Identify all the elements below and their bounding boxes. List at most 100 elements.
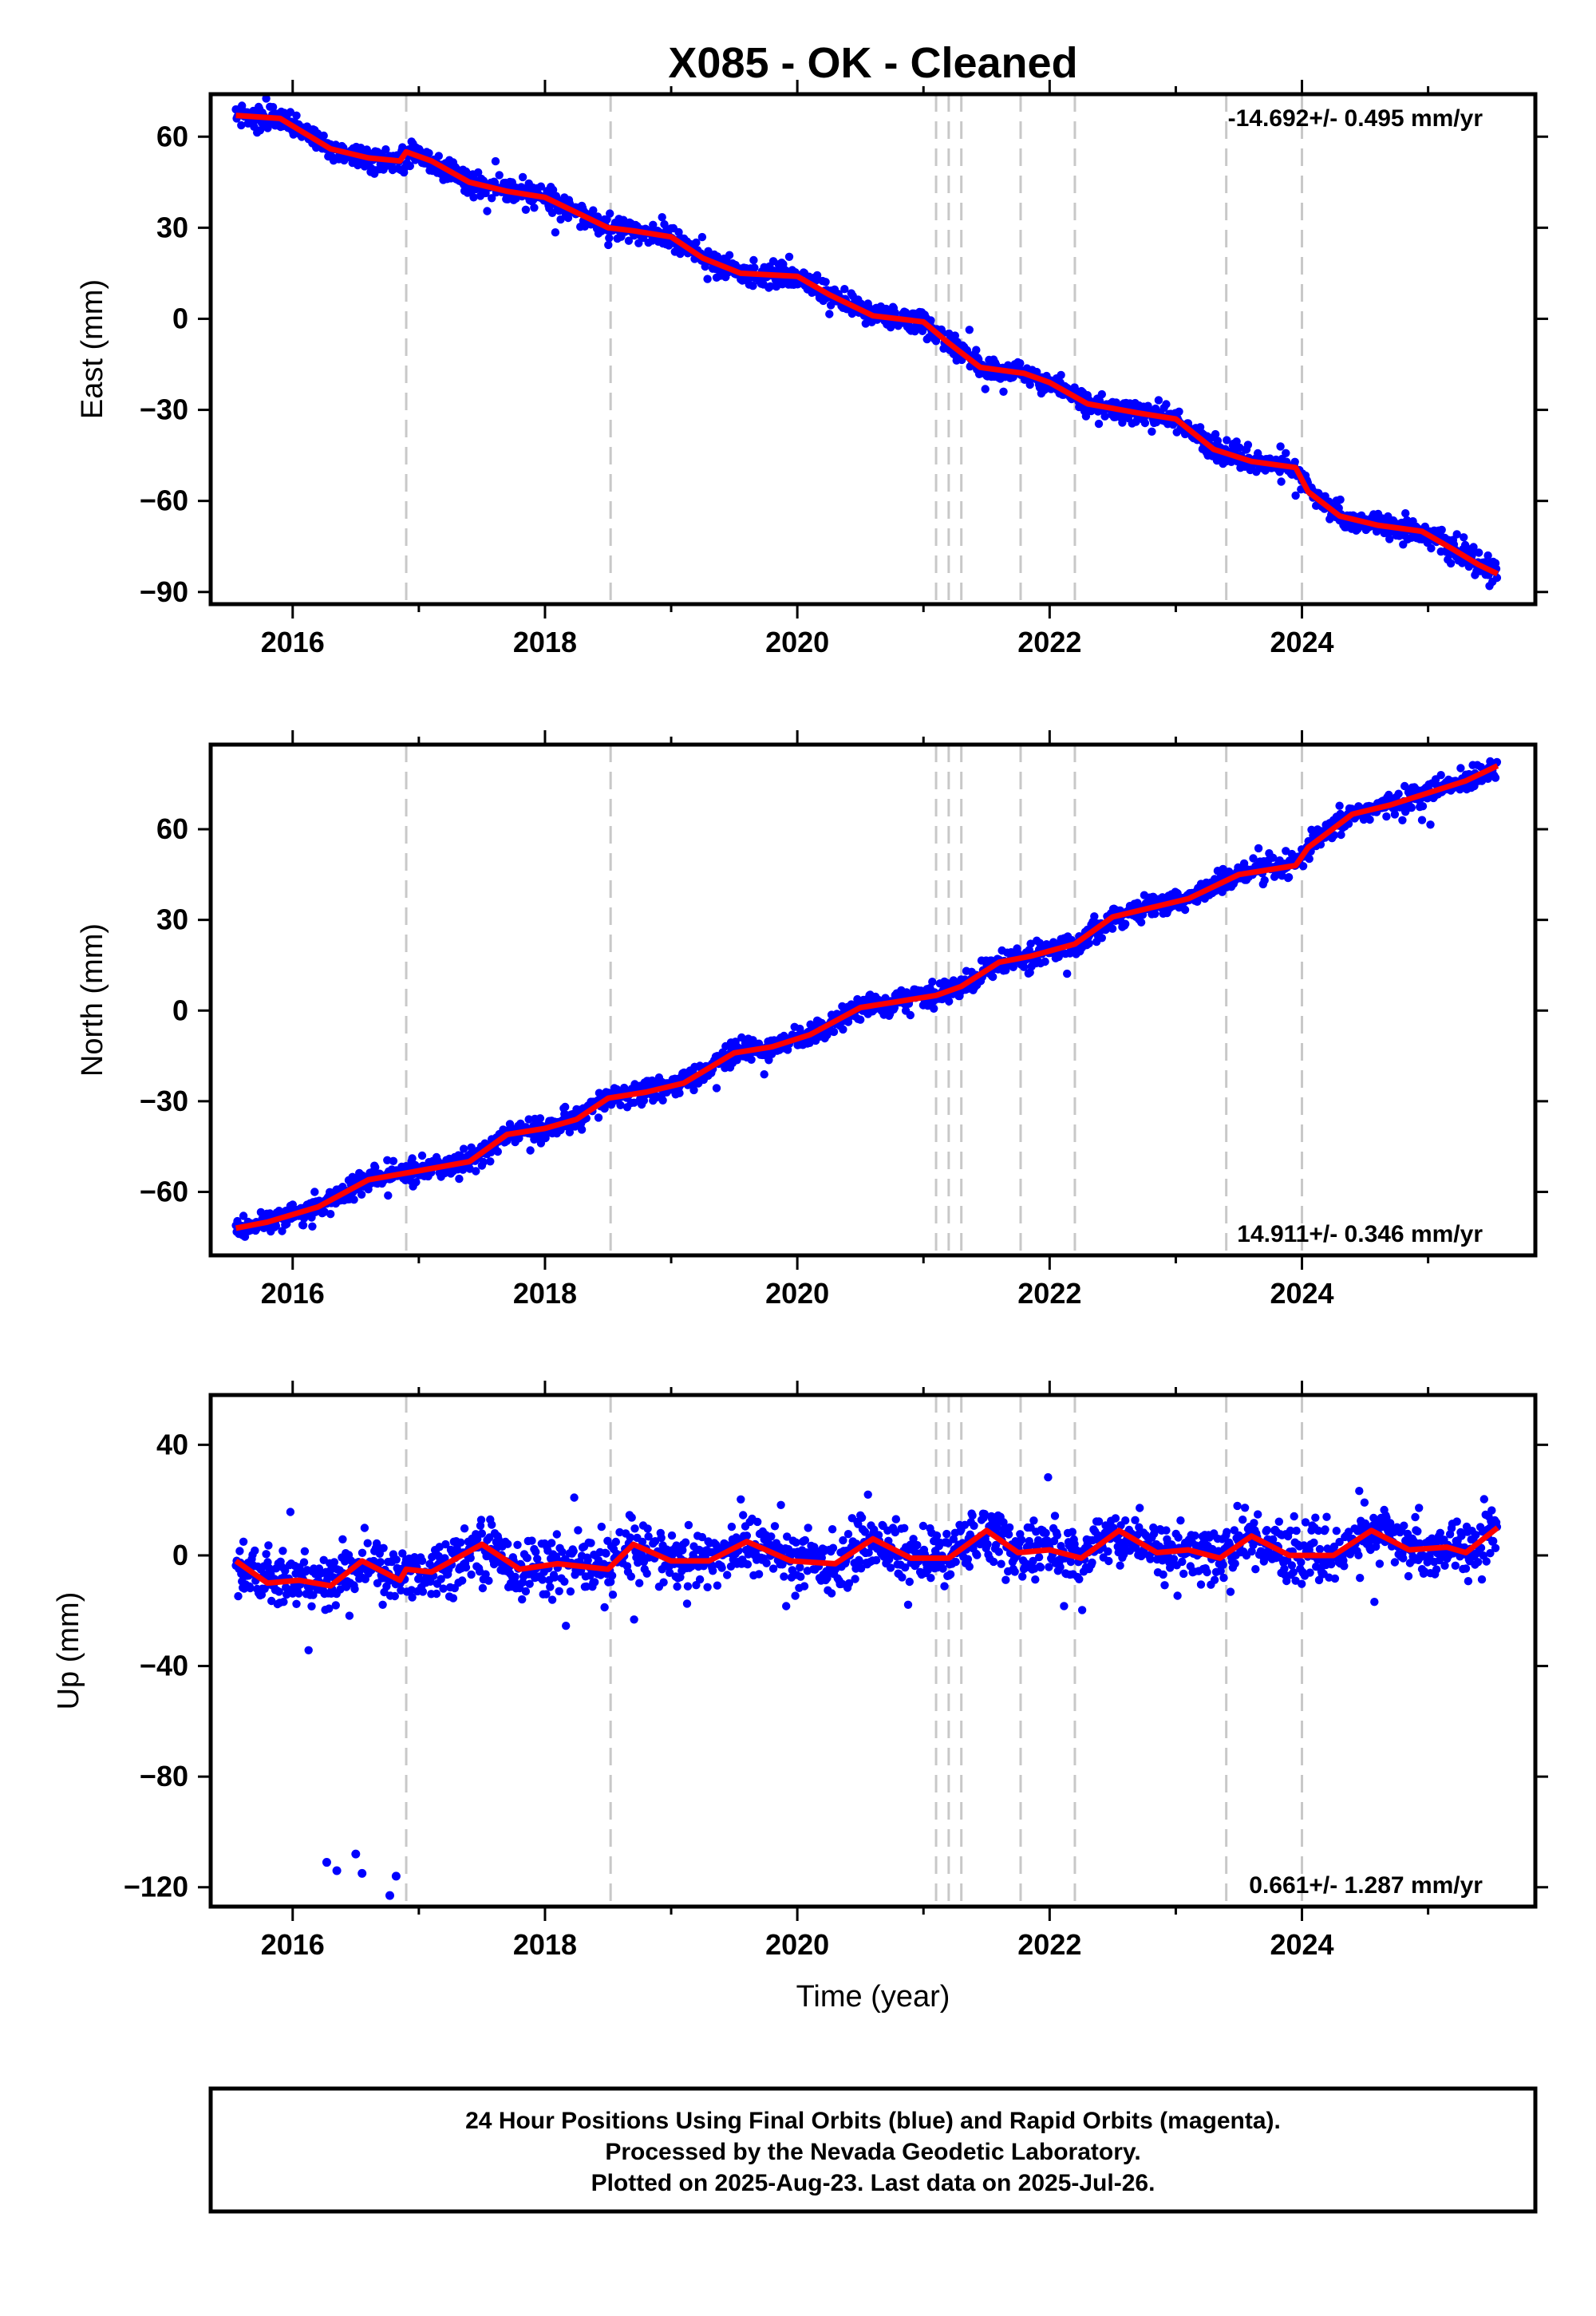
data-point — [1148, 427, 1156, 436]
y-tick-label: −60 — [140, 1175, 188, 1207]
data-point — [1233, 1501, 1242, 1511]
data-point — [1287, 1561, 1297, 1570]
data-point — [1121, 1516, 1130, 1525]
data-point — [467, 1570, 476, 1579]
data-point — [825, 310, 834, 318]
data-point — [459, 1144, 468, 1153]
data-point — [319, 131, 328, 140]
data-point — [1004, 1530, 1013, 1539]
data-point — [1330, 1574, 1340, 1583]
data-point — [780, 1572, 788, 1581]
data-point — [1088, 1558, 1096, 1567]
data-point — [1335, 801, 1344, 810]
data-point — [804, 1524, 812, 1532]
data-point — [1260, 875, 1269, 885]
data-point — [1251, 1565, 1260, 1574]
x-tick-label: 2022 — [1017, 1277, 1081, 1310]
data-point — [1031, 1575, 1040, 1584]
velocity-rate-label: -14.692+/- 0.495 mm/yr — [1228, 105, 1483, 132]
data-point — [513, 1540, 522, 1550]
data-point — [926, 316, 935, 325]
data-point — [994, 1547, 1004, 1556]
data-point — [1337, 830, 1345, 840]
data-point — [750, 263, 759, 272]
data-point — [658, 1096, 667, 1105]
data-point — [531, 1547, 540, 1556]
data-point — [843, 1530, 853, 1539]
data-point — [251, 1546, 259, 1555]
data-point — [1077, 1606, 1087, 1614]
data-point — [469, 193, 478, 202]
data-point — [930, 1004, 938, 1014]
x-tick-label: 2022 — [1017, 626, 1081, 658]
data-point — [1340, 1562, 1349, 1571]
data-point — [760, 1070, 768, 1079]
data-point — [1053, 1531, 1062, 1540]
data-point — [358, 1548, 367, 1558]
data-point — [1068, 1528, 1077, 1536]
data-point — [478, 1583, 488, 1593]
data-point — [692, 238, 701, 247]
data-point — [234, 1591, 243, 1601]
data-point — [942, 1529, 951, 1539]
data-point — [1104, 1556, 1113, 1566]
data-point — [812, 271, 822, 280]
data-point — [294, 1589, 303, 1598]
data-point — [551, 228, 560, 237]
data-point — [1284, 873, 1294, 882]
data-point — [1219, 1573, 1228, 1583]
data-point — [360, 1524, 369, 1532]
data-point — [821, 278, 830, 287]
data-point — [504, 1539, 512, 1548]
data-point — [770, 1522, 780, 1531]
data-point — [701, 262, 709, 271]
data-point — [1437, 525, 1446, 535]
data-point — [703, 1583, 712, 1592]
data-point — [1401, 509, 1410, 518]
data-point — [1160, 1581, 1169, 1590]
data-point — [587, 1539, 595, 1547]
y-tick-label: −90 — [140, 575, 188, 608]
data-point — [1104, 1547, 1112, 1556]
data-point — [946, 1570, 955, 1579]
x-tick-label: 2024 — [1270, 1277, 1333, 1310]
data-point — [753, 1517, 762, 1527]
data-point — [300, 1547, 310, 1556]
data-point — [1276, 442, 1285, 451]
data-point — [963, 1555, 973, 1563]
data-point — [611, 1537, 620, 1547]
data-point — [703, 275, 712, 283]
data-point — [262, 1550, 271, 1559]
data-point — [667, 1531, 677, 1540]
data-point — [350, 1584, 359, 1594]
data-point — [1116, 1561, 1124, 1570]
data-point — [602, 215, 611, 224]
data-point — [547, 208, 557, 217]
data-point — [1291, 491, 1300, 500]
data-point — [658, 213, 666, 222]
data-point — [901, 308, 911, 317]
data-point — [1390, 1558, 1400, 1567]
data-point — [749, 282, 757, 290]
data-point — [597, 1522, 606, 1531]
data-point — [1044, 1472, 1053, 1482]
data-point — [1162, 1526, 1171, 1535]
data-point — [1277, 477, 1286, 486]
x-tick-label: 2024 — [1270, 626, 1333, 658]
data-point — [602, 1549, 610, 1558]
data-point — [279, 1598, 288, 1607]
data-point — [530, 204, 539, 212]
data-point — [523, 1554, 531, 1563]
data-point — [951, 1557, 960, 1567]
data-point — [527, 1536, 536, 1545]
data-point — [1262, 1526, 1271, 1535]
data-point — [1084, 939, 1093, 948]
data-point — [965, 326, 974, 334]
data-point — [725, 251, 734, 259]
data-point — [286, 108, 295, 117]
data-point — [1223, 436, 1231, 445]
data-point — [1240, 1504, 1250, 1512]
data-point — [839, 1025, 847, 1034]
data-point — [827, 1589, 836, 1598]
